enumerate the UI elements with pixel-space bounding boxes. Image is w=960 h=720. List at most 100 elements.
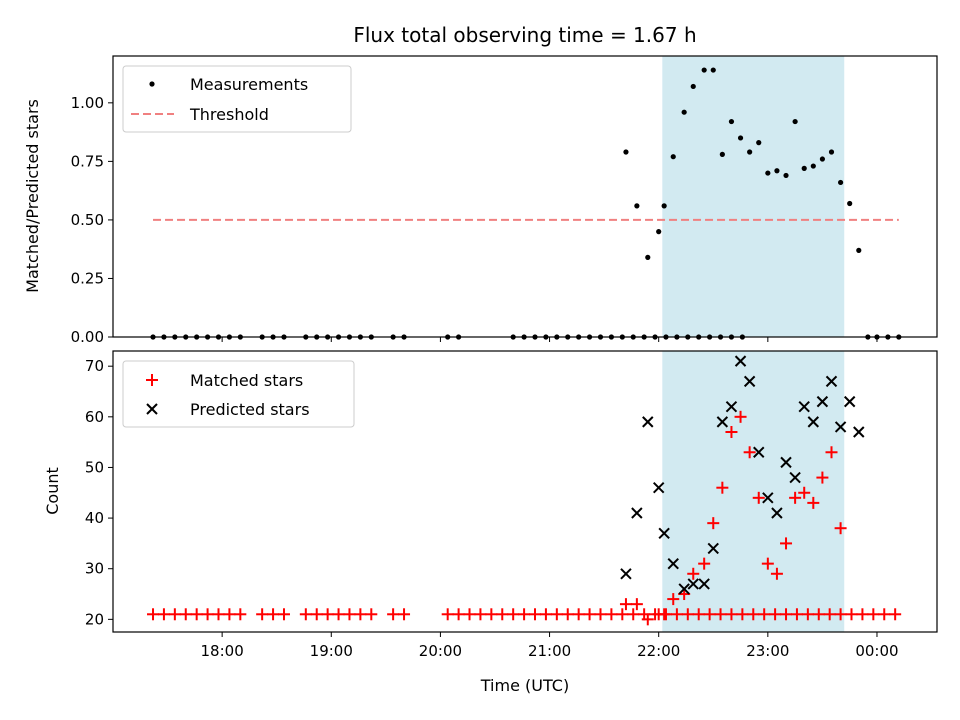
- measurement-point: [710, 67, 716, 73]
- matched-stars-point: [780, 608, 793, 621]
- predicted-stars-point: [642, 416, 654, 428]
- matched-stars-point: [878, 608, 891, 621]
- axes-frame-bottom: [112, 350, 938, 633]
- matched-stars-point: [507, 608, 520, 621]
- matched-stars-point: [790, 608, 803, 621]
- y-tick-label: 0.00: [71, 328, 104, 346]
- matched-stars-point: [834, 522, 847, 535]
- matched-stars-point: [780, 537, 793, 550]
- y-ticks-top: 0.00 0.25 0.50 0.75 1.00: [71, 94, 113, 346]
- matched-stars-point: [789, 491, 802, 504]
- matched-stars-point: [616, 608, 629, 621]
- predicted-stars-point: [780, 456, 792, 469]
- matched-stars-point: [889, 608, 902, 621]
- measurement-point: [719, 151, 725, 157]
- measurement-point: [801, 165, 807, 171]
- y-tick-label: 20: [85, 610, 104, 628]
- measurement-point: [774, 168, 780, 174]
- measurement-point: [623, 149, 629, 155]
- matched-stars-point: [734, 410, 747, 423]
- legend-label-threshold: Threshold: [189, 105, 269, 124]
- x-tick-label: 22:00: [637, 642, 680, 660]
- legend-marker-matched: [146, 374, 158, 386]
- measurement-point: [783, 172, 789, 179]
- matched-stars-point: [343, 608, 356, 621]
- matched-stars-point: [714, 608, 727, 621]
- matched-stars-point: [823, 608, 836, 621]
- matched-stars-point: [707, 517, 720, 530]
- x-tick-label: 21:00: [528, 642, 571, 660]
- matched-stars-point: [816, 471, 829, 484]
- matched-stars-point: [801, 608, 814, 621]
- panel-bottom: 20 30 40 50 60 70 Count Matched stars Predict…: [43, 350, 938, 633]
- matched-stars-point: [310, 608, 323, 621]
- matched-stars-point: [758, 608, 771, 621]
- matched-stars-point: [619, 598, 632, 611]
- legend-label-measurements: Measurements: [190, 75, 308, 94]
- measurement-point: [847, 200, 853, 207]
- measurement-point: [661, 203, 667, 209]
- matched-stars-point: [630, 598, 643, 611]
- predicted-stars-point: [716, 416, 729, 428]
- matched-stars-point: [147, 608, 160, 621]
- predicted-stars-point: [631, 507, 643, 519]
- x-tick-label: 00:00: [855, 642, 898, 660]
- matched-stars-point: [354, 608, 367, 621]
- matched-stars-point: [667, 593, 680, 606]
- matched-stars-point: [321, 608, 334, 621]
- measurement-point: [681, 109, 687, 115]
- measurement-point: [819, 156, 826, 162]
- matched-stars-point: [157, 608, 170, 621]
- matched-stars-point: [234, 608, 247, 621]
- y-tick-label: 0.75: [71, 152, 104, 170]
- matched-stars-point: [398, 608, 411, 621]
- matched-stars-point: [332, 608, 345, 621]
- matched-stars-point: [769, 608, 782, 621]
- y-tick-label: 30: [85, 560, 104, 578]
- measurement-point: [645, 254, 651, 260]
- matched-stars-point: [867, 608, 880, 621]
- x-tick-label: 23:00: [746, 642, 789, 660]
- matched-stars-point: [485, 608, 498, 621]
- matched-stars-point: [212, 608, 225, 621]
- y-ticks-bottom: 20 30 40 50 60 70: [85, 357, 113, 628]
- matched-stars-point: [190, 608, 203, 621]
- predicted-stars-point: [620, 568, 632, 580]
- y-tick-label: 50: [85, 458, 104, 476]
- matched-stars-point: [572, 608, 585, 621]
- matched-stars-point: [812, 608, 825, 621]
- matched-stars-point: [725, 426, 738, 439]
- predicted-stars-point: [771, 507, 783, 519]
- matched-stars-point: [627, 608, 640, 621]
- matched-stars-point: [687, 567, 700, 580]
- matched-stars-point: [223, 608, 236, 621]
- matched-stars-point: [725, 608, 738, 621]
- matched-stars-point: [201, 608, 214, 621]
- matched-stars-point: [716, 481, 729, 494]
- matched-stars-point: [681, 608, 694, 621]
- matched-stars-point: [550, 608, 563, 621]
- matched-stars-point: [752, 491, 765, 504]
- matched-stars-point: [736, 608, 749, 621]
- y-tick-label: 1.00: [71, 94, 104, 112]
- predicted-stars-point: [753, 446, 765, 458]
- x-ticks: 18:00 19:00 20:00 21:00 22:00 23:00 00:00: [201, 337, 899, 660]
- measurement-point: [765, 170, 771, 176]
- x-axis-label: Time (UTC): [480, 676, 569, 695]
- matched-stars-point: [692, 608, 705, 621]
- predicted-stars-point: [678, 583, 690, 595]
- measurement-point: [634, 203, 640, 209]
- legend-frame-top: [122, 65, 352, 133]
- measurement-point: [828, 149, 835, 155]
- predicted-stars-point: [789, 471, 801, 484]
- measurement-point: [810, 163, 816, 169]
- matched-stars-point: [770, 567, 783, 580]
- matched-stars-point: [474, 608, 487, 621]
- measurement-point: [856, 247, 862, 253]
- measurement-point: [728, 118, 735, 125]
- predicted-stars-point: [834, 421, 847, 433]
- measurement-point: [792, 118, 798, 125]
- predicted-stars-point: [853, 426, 865, 438]
- matched-stars-point: [605, 608, 618, 621]
- matched-stars-point: [670, 608, 683, 621]
